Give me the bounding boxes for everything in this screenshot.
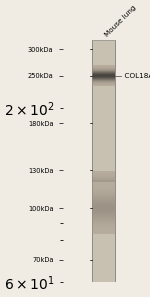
FancyBboxPatch shape: [92, 40, 115, 282]
Text: Mouse lung: Mouse lung: [104, 4, 137, 38]
Text: — COL18A1: — COL18A1: [115, 73, 150, 79]
